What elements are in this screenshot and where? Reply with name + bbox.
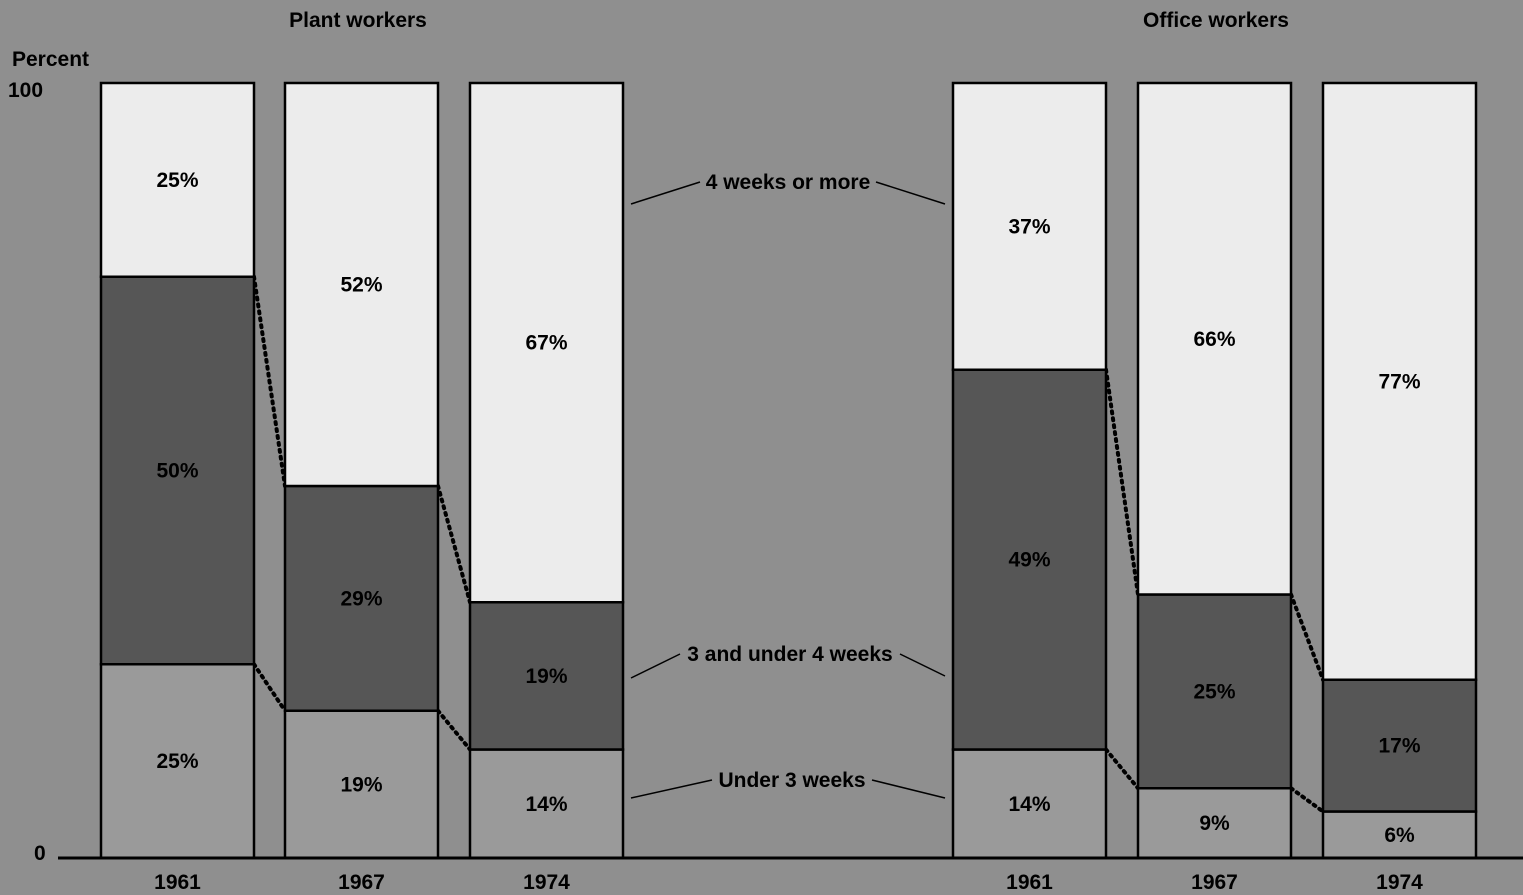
connector-office-under-3-weeks-1 (1104, 747, 1140, 791)
bar-plant-1961-4-weeks-or-more (99, 81, 256, 278)
bar-office-1974-4-weeks-or-more (1321, 81, 1478, 681)
data-label-plant-1974-under-3-weeks: 14% (525, 793, 567, 816)
connector-office-3-to-4-weeks-2 (1289, 592, 1325, 682)
callout-leader-left-4-weeks-or-more (630, 181, 701, 205)
panel-title-office: Office workers (1143, 9, 1289, 32)
data-label-office-1967-4-weeks-or-more: 66% (1193, 328, 1235, 351)
data-label-plant-1974-4-weeks-or-more: 67% (525, 332, 567, 355)
callout-leader-left-under-3-weeks (630, 779, 713, 799)
data-label-plant-1967-3-to-4-weeks: 29% (340, 587, 382, 610)
bar-office-1967-3-to-4-weeks (1136, 593, 1293, 790)
bar-plant-1967-3-to-4-weeks (283, 484, 440, 712)
data-label-plant-1967-under-3-weeks: 19% (340, 773, 382, 796)
data-label-office-1961-4-weeks-or-more: 37% (1008, 215, 1050, 238)
x-tick-office-1967: 1967 (1191, 871, 1238, 894)
bar-office-1961-under-3-weeks (951, 748, 1108, 860)
y-tick-zero: 0 (34, 842, 46, 865)
bar-plant-1974-3-to-4-weeks (468, 601, 625, 751)
bar-plant-1967-4-weeks-or-more (283, 81, 440, 488)
callout-label-4-weeks-or-more: 4 weeks or more (706, 171, 871, 194)
bar-office-1961-4-weeks-or-more (951, 81, 1108, 371)
bar-office-1974-3-to-4-weeks (1321, 678, 1478, 813)
connector-office-3-to-4-weeks-1 (1104, 367, 1140, 597)
data-label-plant-1961-under-3-weeks: 25% (156, 750, 198, 773)
connector-plant-3-to-4-weeks-2 (436, 484, 472, 605)
data-label-plant-1961-3-to-4-weeks: 50% (156, 460, 198, 483)
x-tick-labels: 1961 1967 1974 1961 1967 1974 (154, 871, 1423, 894)
bar-plant-1961-3-to-4-weeks (99, 275, 256, 666)
connector-plant-under-3-weeks-1 (252, 662, 287, 713)
bars: 25% 50% 25% 19% 29% 52% 14% 19% 67% 14% 49% 37% 9% 25… (99, 81, 1478, 860)
connector-office-under-3-weeks-2 (1289, 786, 1325, 814)
bar-plant-1967-under-3-weeks (283, 709, 440, 860)
callout-leader-right-3-to-4-weeks (899, 653, 946, 677)
panel-title-plant: Plant workers (289, 9, 427, 32)
data-label-office-1967-under-3-weeks: 9% (1199, 812, 1230, 835)
series-callouts: 4 weeks or more 3 and under 4 weeks Under … (630, 171, 946, 799)
bar-office-1974-under-3-weeks (1321, 810, 1478, 860)
x-tick-plant-1974: 1974 (523, 871, 570, 894)
data-label-plant-1961-4-weeks-or-more: 25% (156, 169, 198, 192)
x-tick-plant-1967: 1967 (338, 871, 385, 894)
connector-lines (252, 274, 1325, 814)
callout-label-under-3-weeks: Under 3 weeks (718, 769, 865, 792)
data-label-office-1974-4-weeks-or-more: 77% (1378, 370, 1420, 393)
data-label-plant-1974-3-to-4-weeks: 19% (525, 665, 567, 688)
bar-office-1967-under-3-weeks (1136, 787, 1293, 860)
bar-office-1967-4-weeks-or-more (1136, 81, 1293, 596)
callout-leader-right-under-3-weeks (871, 779, 946, 799)
callout-label-3-to-4-weeks: 3 and under 4 weeks (687, 643, 892, 666)
connector-plant-3-to-4-weeks-1 (252, 274, 287, 488)
x-tick-plant-1961: 1961 (154, 871, 201, 894)
connector-plant-under-3-weeks-2 (436, 708, 472, 752)
callout-leader-left-3-to-4-weeks (630, 653, 681, 679)
data-label-plant-1967-4-weeks-or-more: 52% (340, 274, 382, 297)
y-tick-max: 100 (8, 79, 43, 102)
callout-leader-right-4-weeks-or-more (875, 181, 946, 205)
data-label-office-1961-3-to-4-weeks: 49% (1008, 549, 1050, 572)
data-label-office-1961-under-3-weeks: 14% (1008, 793, 1050, 816)
bar-plant-1974-4-weeks-or-more (468, 81, 625, 604)
y-axis-label: Percent (12, 48, 89, 71)
bar-office-1961-3-to-4-weeks (951, 368, 1108, 751)
data-label-office-1974-3-to-4-weeks: 17% (1378, 735, 1420, 758)
data-label-office-1974-under-3-weeks: 6% (1384, 824, 1415, 847)
data-label-office-1967-3-to-4-weeks: 25% (1193, 680, 1235, 703)
x-tick-office-1961: 1961 (1006, 871, 1053, 894)
x-tick-office-1974: 1974 (1376, 871, 1423, 894)
